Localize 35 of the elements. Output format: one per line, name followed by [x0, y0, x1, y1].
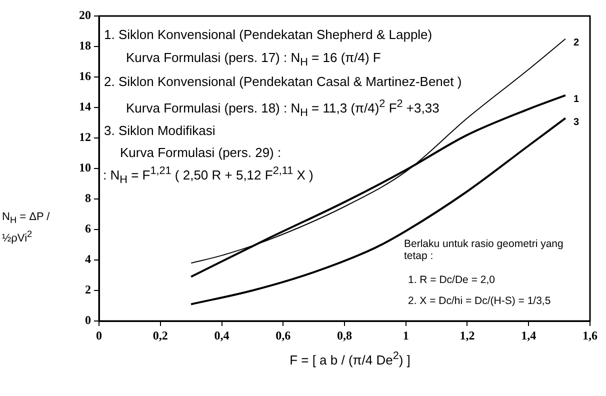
annotation: 2. Siklon Konvensional (Pendekatan Casal & Martinez-Benet )	[104, 74, 463, 90]
y-tick-label: 0	[85, 313, 91, 328]
x-tick-label: 0,8	[337, 328, 352, 342]
y-tick-label: 16	[79, 69, 91, 84]
y-tick-label: 8	[85, 191, 91, 206]
x-tick-label: 0,2	[152, 328, 168, 342]
y-tick-label: 4	[85, 252, 91, 266]
y-tick-label: 18	[79, 38, 91, 53]
x-tick-label: 1,6	[582, 328, 598, 342]
annotation: Kurva Formulasi (pers. 29) :	[120, 145, 282, 161]
series-label: 2	[573, 38, 580, 49]
series-label: 1	[573, 94, 580, 106]
x-tick-label: 1,4	[521, 328, 536, 342]
x-axis-title: F = [ a b / (π/4 De$^{2}$) ]	[288, 350, 412, 368]
annotation: 3. Siklon Modifikasi	[104, 123, 216, 139]
y-axis-title: N$_{H}$ = ΔP / ½ρVi$^{2}$	[2, 210, 51, 246]
y-tick-label: 12	[79, 130, 91, 144]
annotation: 2. X = Dc/hi = Dc/(H-S) = 1/3,5	[408, 295, 552, 308]
annotation: : N$_{H}$ = F$^{1,21}$ ( 2,50 R + 5,12 F$^{2,11}$ X )	[103, 165, 314, 186]
y-tick-label: 6	[85, 222, 91, 236]
x-tick-label: 0	[96, 328, 102, 342]
x-tick-label: 1	[402, 328, 409, 342]
y-tick-label: 14	[79, 100, 91, 114]
y-tick-label: 20	[79, 8, 91, 22]
annotation: Kurva Formulasi (pers. 17) : N$_{H}$ = 16 (π/4) F	[126, 50, 382, 70]
x-tick-label: 1,2	[460, 328, 475, 342]
y-tick-label: 2	[85, 282, 91, 297]
annotation: Kurva Formulasi (pers. 18) : N$_{H}$ = 11,3 (π/4)$^{2}$ F$^{2}$ +3,33	[126, 98, 440, 120]
x-tick-label: 0,6	[276, 328, 291, 342]
annotation: 1. Siklon Konvensional (Pendekatan Shepherd & Lapple)	[104, 27, 434, 43]
series-label: 3	[573, 116, 580, 128]
y-tick-label: 10	[79, 160, 91, 175]
annotation: 1. R = Dc/De = 2,0	[408, 274, 496, 286]
x-tick-label: 0,4	[214, 328, 230, 342]
annotation: Berlaku untuk rasio geometri yang tetap :	[404, 238, 564, 262]
